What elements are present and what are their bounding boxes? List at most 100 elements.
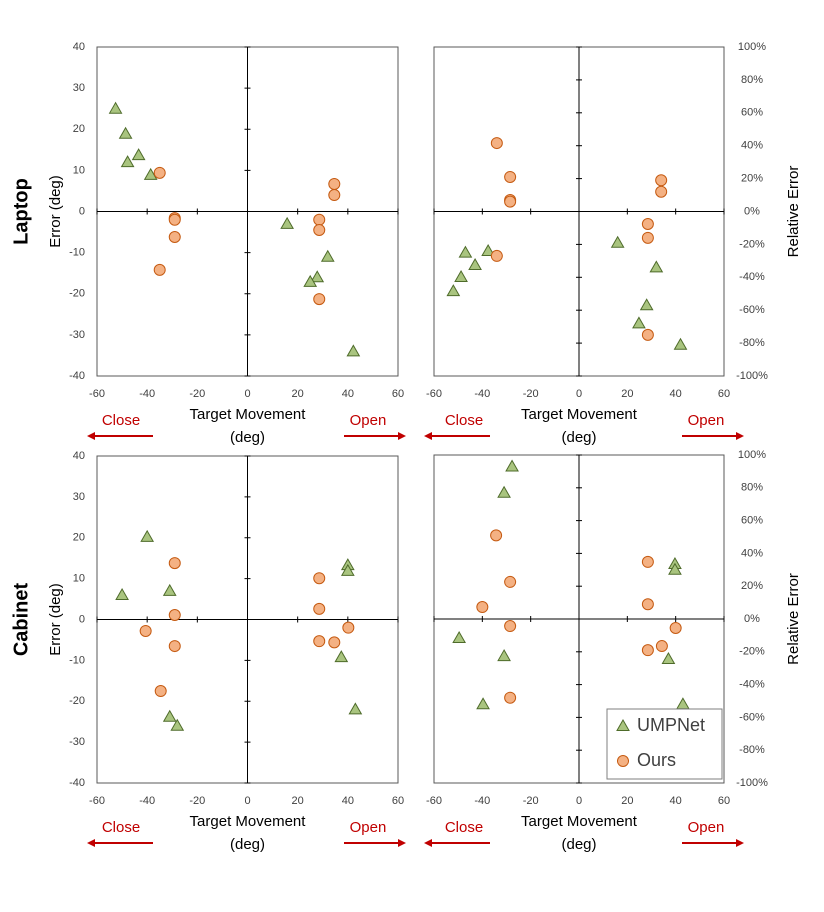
x-axis-label: (deg) [230,836,265,853]
annotation: Close [445,412,483,429]
y-tick-label: -80% [739,337,765,349]
point [170,718,185,731]
point [454,269,468,282]
x-tick-label: 60 [392,388,404,400]
point [310,270,325,283]
point [153,166,166,179]
point [313,293,326,306]
x-tick-label: -40 [139,795,155,807]
annotation: Close [102,412,140,429]
legend-marker [617,755,629,767]
annotation: Open [688,412,725,429]
point [641,218,654,231]
y-axis-label: Relative Error [785,573,802,665]
point [641,555,654,568]
y-tick-label: 20 [73,123,85,135]
point [468,257,482,270]
point [313,224,326,237]
point [458,245,473,258]
x-tick-label: 0 [576,388,582,400]
y-tick-label: -40 [69,777,85,789]
point [162,709,177,722]
point [490,249,503,262]
y-tick-label: -40% [739,679,765,691]
y-tick-label: 100% [738,41,766,53]
x-tick-label: 60 [718,795,730,807]
y-tick-label: -20 [69,695,85,707]
point [476,697,490,710]
y-tick-label: -20% [739,238,765,250]
x-axis-label: Target Movement [190,406,307,423]
y-axis-label: Error (deg) [47,175,64,248]
point [504,575,517,588]
point [641,598,654,611]
annotation: Close [445,819,483,836]
y-tick-label: 40 [73,41,85,53]
point [313,602,326,615]
y-tick-label: -60% [739,304,765,316]
y-tick-label: 40 [73,450,85,462]
point [673,337,688,350]
point [446,284,461,297]
x-axis-label: (deg) [561,429,596,446]
point [669,622,682,635]
y-axis-label: Relative Error [785,166,802,258]
point [661,652,676,665]
x-tick-label: -40 [474,795,490,807]
point [476,601,489,614]
point [641,231,654,244]
x-tick-label: 40 [670,388,682,400]
point [328,177,341,190]
y-tick-label: 80% [741,482,763,494]
y-tick-label: -10 [69,654,85,666]
point [348,702,363,715]
legend [606,708,723,780]
point [497,649,511,662]
x-tick-label: 60 [392,795,404,807]
x-tick-label: -20 [523,795,539,807]
point [655,174,668,187]
y-tick-label: 10 [73,573,85,585]
point [504,195,517,208]
x-tick-label: 0 [244,388,250,400]
row-label: Cabinet [10,582,32,656]
y-tick-label: 60% [741,107,763,119]
point [143,167,158,180]
point [131,148,146,161]
point [168,609,181,622]
x-tick-label: -20 [523,388,539,400]
point [481,243,495,256]
y-tick-label: -80% [739,744,765,756]
point [676,697,690,710]
y-tick-label: 30 [73,82,85,94]
y-tick-label: 60% [741,515,763,527]
point [313,635,326,648]
point [490,529,503,542]
point [140,529,155,542]
point [641,328,654,341]
point [504,170,517,183]
x-tick-label: 20 [292,388,304,400]
y-tick-label: 0 [79,205,85,217]
x-tick-label: -40 [474,388,490,400]
point [655,185,668,198]
x-axis-label: Target Movement [521,406,638,423]
y-tick-label: -30 [69,329,85,341]
y-tick-label: 100% [738,449,766,461]
point [452,631,466,644]
y-tick-label: 40% [741,140,763,152]
legend-label: UMPNet [637,715,705,735]
point [641,644,654,657]
legend-marker [616,718,630,731]
x-tick-label: -20 [189,795,205,807]
y-tick-label: 10 [73,164,85,176]
y-tick-label: -100% [736,777,768,789]
point [342,621,355,634]
point [340,563,355,576]
point [334,650,349,663]
point [504,691,517,704]
point [497,485,511,498]
x-tick-label: 0 [244,795,250,807]
